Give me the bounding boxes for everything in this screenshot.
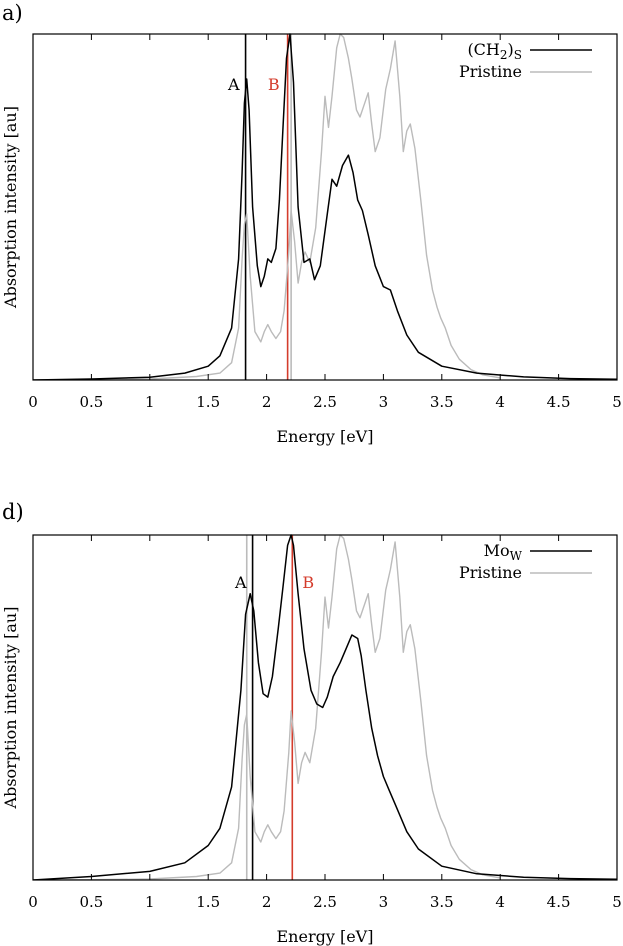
x-tick-label: 3.5: [430, 393, 454, 411]
legend-label-main: Mo: [484, 541, 510, 560]
legend-label-main: (CH: [467, 40, 499, 59]
peak-label-b: B: [268, 75, 280, 94]
x-tick-label: 2.5: [313, 393, 337, 411]
legend-label: (CH2)S: [467, 40, 522, 62]
x-tick-label: 1.5: [196, 393, 220, 411]
panel-label: d): [2, 500, 24, 524]
legend-label-sub: W: [510, 549, 523, 563]
x-axis-title: Energy [eV]: [277, 927, 374, 946]
x-axis-title: Energy [eV]: [277, 427, 374, 446]
x-tick-label: 0: [28, 893, 38, 911]
x-tick-label: 4.5: [547, 393, 571, 411]
legend-label-sub: 2: [500, 48, 508, 62]
x-tick-label: 2: [262, 393, 272, 411]
legend-label-sub2: S: [514, 48, 522, 62]
x-tick-label: 3: [379, 393, 389, 411]
x-tick-label: 0.5: [79, 893, 103, 911]
series-line-pristine: [33, 33, 501, 380]
x-tick-label: 4.5: [547, 893, 571, 911]
plot-frame: [32, 534, 618, 881]
series-line-primary: [33, 534, 617, 880]
x-tick-label: 0: [28, 393, 38, 411]
peak-label-b: B: [302, 573, 314, 592]
x-tick-label: 5: [612, 393, 622, 411]
chart-panel-d: d) A B 0 0.5 1 1.5 2 2.5 3 3.5 4 4.5 5 Energy [eV] Abso…: [1, 500, 622, 946]
legend-label-close: ): [508, 40, 514, 59]
plot-frame: [32, 33, 618, 381]
x-tick-label: 2: [262, 893, 272, 911]
x-tick-label: 1.5: [196, 893, 220, 911]
legend-label: Pristine: [459, 62, 522, 81]
chart-panel-a: a) A B 0 0.5 1 1.5 2 2.5 3 3.5 4 4.5 5 Energy [eV] Abso…: [1, 1, 622, 446]
x-tick-label: 2.5: [313, 893, 337, 911]
x-tick-label: 4: [495, 393, 505, 411]
peak-label-a: A: [227, 75, 240, 94]
y-axis-title: Absorption intensity [au]: [1, 607, 20, 810]
series-line-pristine: [33, 534, 501, 880]
x-tick-label: 3: [379, 893, 389, 911]
legend-label: Pristine: [459, 563, 522, 582]
x-tick-label: 1: [145, 893, 155, 911]
x-tick-label: 3.5: [430, 893, 454, 911]
legend-label: MoW: [484, 541, 523, 563]
panel-label: a): [2, 1, 23, 25]
series-line-primary: [33, 33, 617, 380]
peak-label-a: A: [234, 573, 247, 592]
y-axis-title: Absorption intensity [au]: [1, 106, 20, 309]
x-tick-label: 4: [495, 893, 505, 911]
x-tick-label: 5: [612, 893, 622, 911]
x-tick-label: 1: [145, 393, 155, 411]
x-tick-label: 0.5: [79, 393, 103, 411]
